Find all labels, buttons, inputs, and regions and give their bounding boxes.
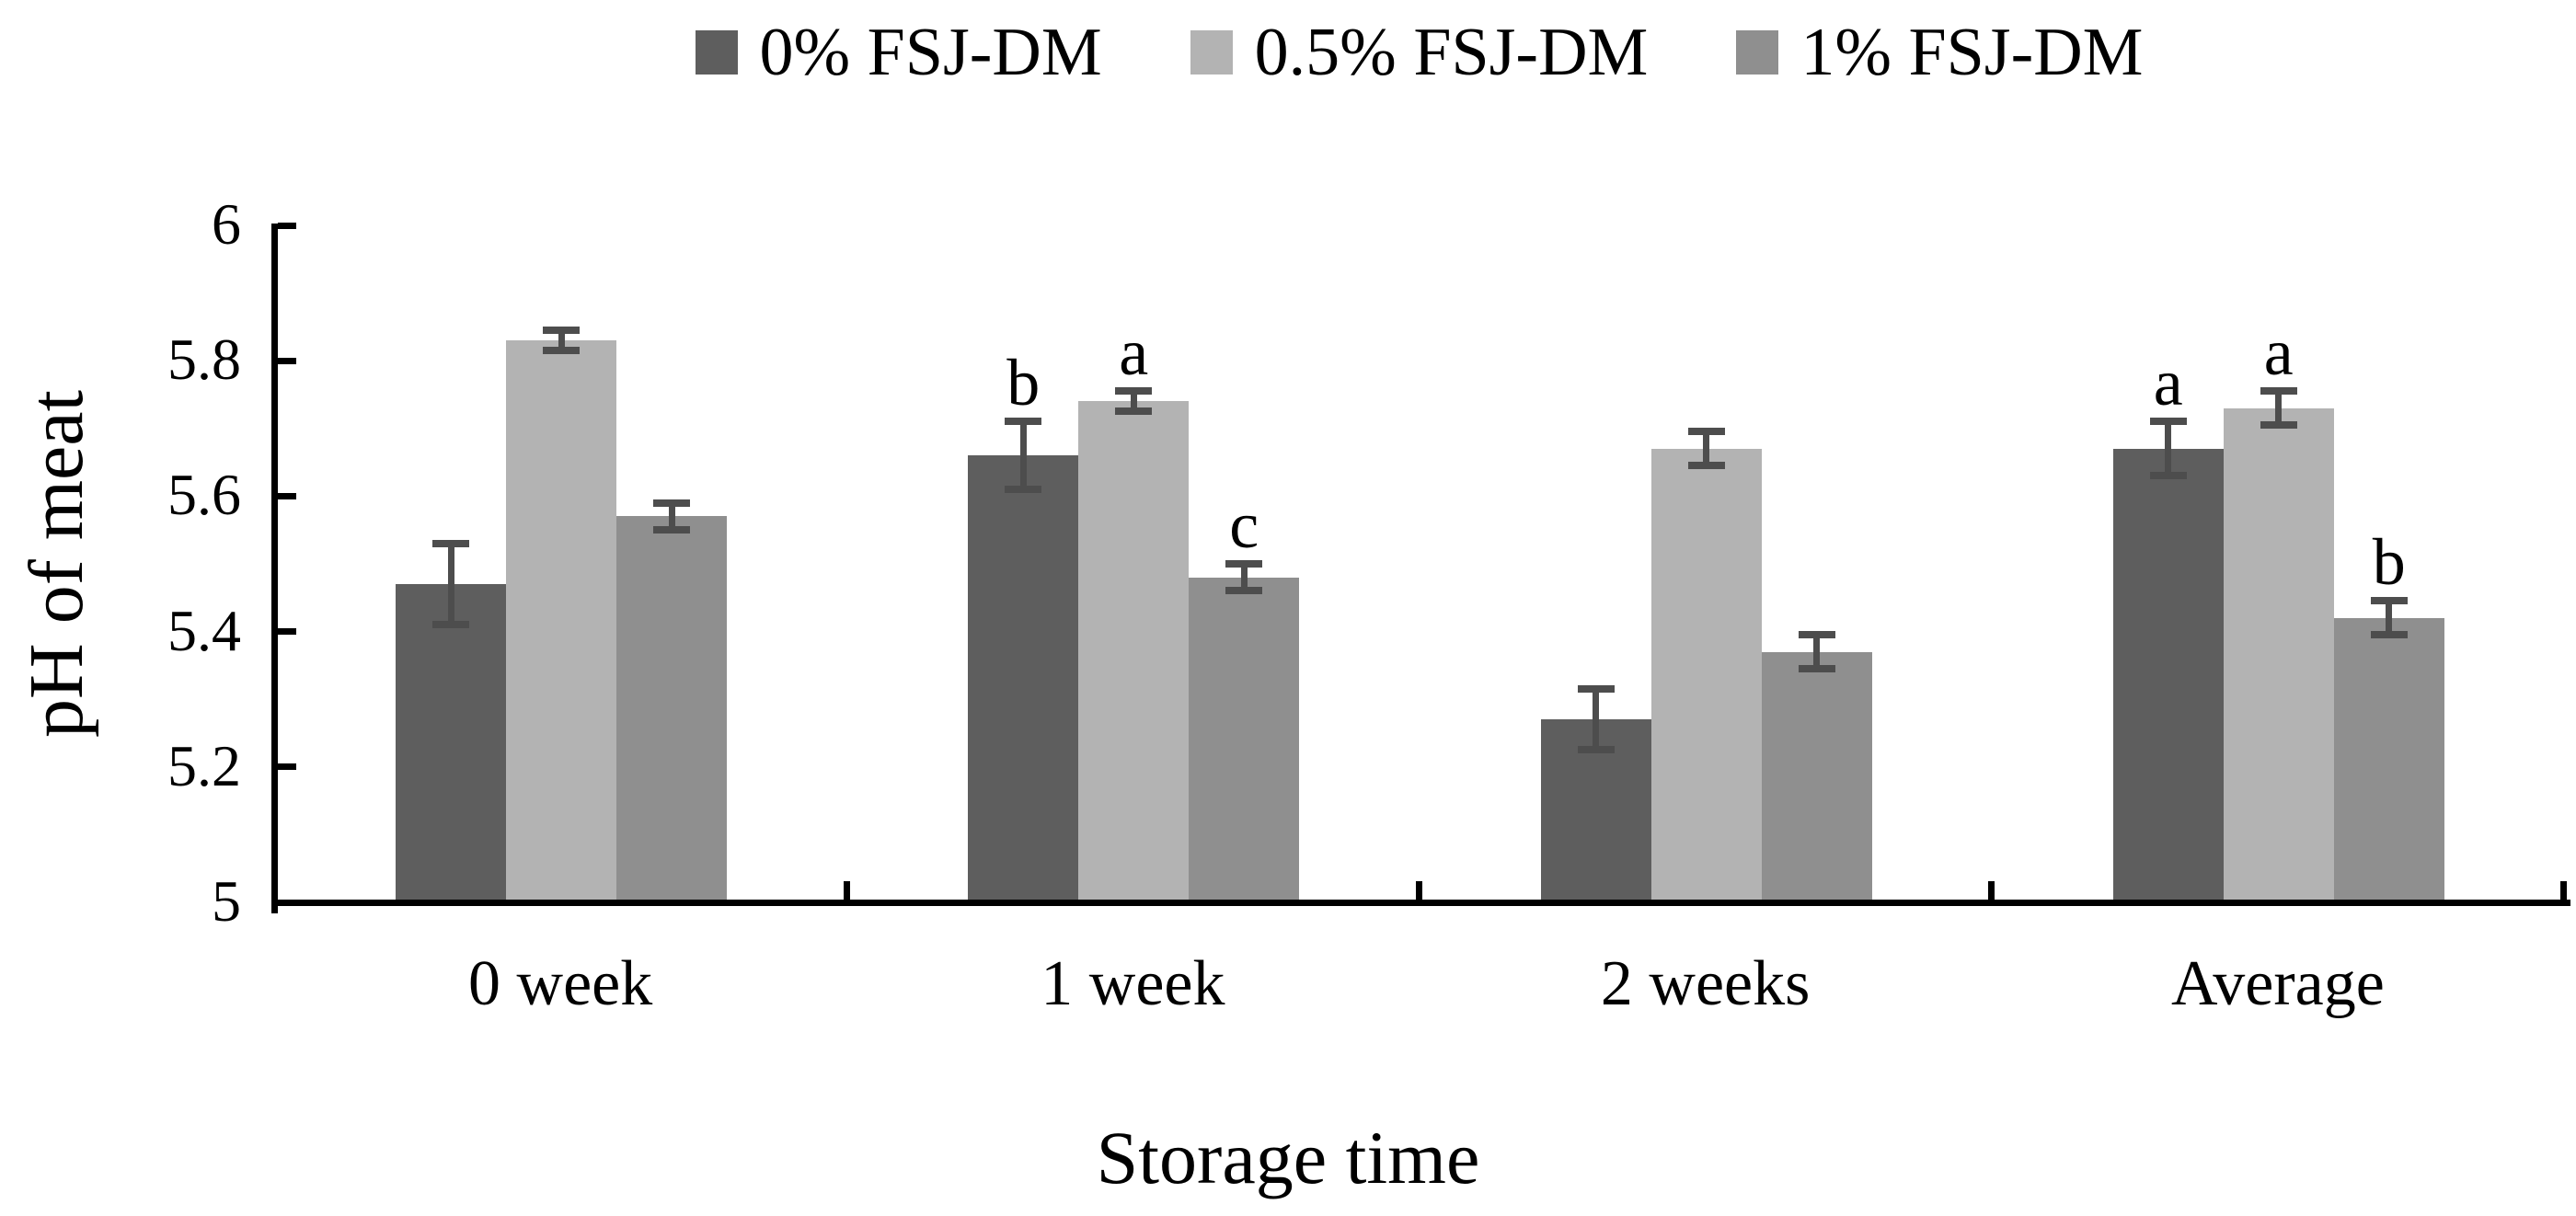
y-tick-5.6: [277, 492, 296, 499]
error-bar-line-1% FSJ-DM-2 weeks: [1813, 635, 1820, 670]
error-bar-cap-top-0.5% FSJ-DM-0 week: [543, 327, 580, 335]
bar-1% FSJ-DM-2 weeks: [1761, 651, 1872, 905]
sig-letter-0.5% FSJ-DM-Average: a: [2263, 315, 2294, 390]
y-tick-5.2: [277, 763, 296, 771]
y-tick-5.4: [277, 628, 296, 636]
bar-0.5% FSJ-DM-0 week: [506, 340, 616, 905]
x-tick-label-0 week: 0 week: [468, 948, 653, 1019]
error-bar-line-1% FSJ-DM-0 week: [668, 502, 675, 531]
sig-letter-0% FSJ-DM-Average: a: [2153, 346, 2183, 420]
error-bar-line-1% FSJ-DM-Average: [2386, 601, 2393, 636]
error-bar-cap-top-1% FSJ-DM-1 week: [1225, 560, 1263, 568]
error-bar-cap-bottom-0.5% FSJ-DM-2 weeks: [1687, 462, 1725, 470]
sig-letter-0% FSJ-DM-1 week: b: [1006, 346, 1041, 420]
error-bar-cap-top-0% FSJ-DM-Average: [2149, 418, 2187, 426]
sig-letter-1% FSJ-DM-1 week: c: [1229, 488, 1259, 562]
bar-0.5% FSJ-DM-Average: [2223, 407, 2334, 905]
x-tick-boundary-2: [1416, 880, 1422, 900]
bar-0% FSJ-DM-0 week: [396, 584, 506, 905]
error-bar-cap-top-0% FSJ-DM-2 weeks: [1577, 685, 1615, 694]
bar-0% FSJ-DM-1 week: [968, 455, 1079, 905]
bar-0.5% FSJ-DM-2 weeks: [1650, 448, 1762, 905]
legend-swatch-0.5% FSJ-DM: [1190, 30, 1233, 75]
y-axis-title: pH of meat: [14, 390, 99, 738]
error-bar-line-0.5% FSJ-DM-2 weeks: [1703, 431, 1709, 466]
error-bar-cap-top-0.5% FSJ-DM-1 week: [1115, 387, 1153, 396]
error-bar-cap-bottom-0% FSJ-DM-Average: [2149, 472, 2187, 480]
y-tick-label-5.6: 5.6: [167, 462, 241, 528]
error-bar-cap-top-1% FSJ-DM-2 weeks: [1798, 631, 1835, 639]
y-tick-label-6: 6: [212, 191, 241, 257]
error-bar-cap-bottom-1% FSJ-DM-0 week: [653, 526, 690, 534]
sig-letter-1% FSJ-DM-Average: b: [2372, 525, 2406, 600]
x-tick-label-1 week: 1 week: [1041, 948, 1225, 1019]
legend-item-0.5% FSJ-DM: 0.5% FSJ-DM: [1190, 15, 1649, 90]
legend-item-0% FSJ-DM: 0% FSJ-DM: [695, 15, 1102, 90]
error-bar-line-0% FSJ-DM-0 week: [447, 543, 454, 625]
sig-letter-0.5% FSJ-DM-1 week: a: [1119, 315, 1149, 390]
error-bar-cap-top-0.5% FSJ-DM-2 weeks: [1687, 428, 1725, 436]
y-tick-6: [277, 222, 296, 229]
x-tick-label-Average: Average: [2170, 948, 2385, 1019]
y-tick-label-5: 5: [212, 868, 241, 934]
error-bar-line-1% FSJ-DM-1 week: [1240, 564, 1248, 591]
error-bar-cap-bottom-0% FSJ-DM-0 week: [432, 621, 469, 629]
x-axis-title: Storage time: [1096, 1116, 1480, 1199]
x-tick-label-2 weeks: 2 weeks: [1600, 948, 1811, 1019]
error-bar-cap-top-1% FSJ-DM-0 week: [653, 499, 690, 507]
error-bar-cap-bottom-1% FSJ-DM-1 week: [1225, 587, 1263, 595]
legend-swatch-0% FSJ-DM: [695, 30, 738, 75]
error-bar-line-0% FSJ-DM-1 week: [1019, 421, 1027, 490]
y-tick-label-5.8: 5.8: [167, 327, 241, 393]
error-bar-cap-bottom-1% FSJ-DM-Average: [2370, 631, 2408, 639]
legend-item-1% FSJ-DM: 1% FSJ-DM: [1736, 18, 2143, 86]
error-bar-cap-top-1% FSJ-DM-Average: [2370, 597, 2408, 605]
error-bar-line-0% FSJ-DM-Average: [2165, 421, 2172, 476]
error-bar-cap-bottom-0.5% FSJ-DM-Average: [2260, 421, 2297, 430]
x-tick-axis-end: [2560, 880, 2567, 900]
y-tick-5.8: [277, 357, 296, 364]
y-tick-label-5.4: 5.4: [167, 597, 241, 663]
error-bar-cap-bottom-0.5% FSJ-DM-0 week: [543, 347, 580, 355]
legend-swatch-1% FSJ-DM: [1736, 30, 1779, 75]
error-bar-cap-bottom-1% FSJ-DM-2 weeks: [1798, 665, 1835, 673]
bar-1% FSJ-DM-0 week: [616, 516, 727, 905]
y-axis-line: [270, 224, 278, 913]
bar-0% FSJ-DM-Average: [2112, 448, 2224, 905]
error-bar-cap-top-0.5% FSJ-DM-Average: [2260, 387, 2297, 396]
legend-label-0% FSJ-DM: 0% FSJ-DM: [759, 15, 1102, 90]
x-tick-boundary-1: [843, 880, 850, 900]
error-bar-line-0% FSJ-DM-2 weeks: [1593, 689, 1599, 751]
error-bar-cap-top-0% FSJ-DM-0 week: [432, 539, 469, 547]
legend-label-1% FSJ-DM: 1% FSJ-DM: [1800, 15, 2144, 90]
y-tick-label-5.2: 5.2: [167, 732, 241, 798]
error-bar-cap-bottom-0% FSJ-DM-1 week: [1005, 486, 1042, 494]
chart-legend: 0% FSJ-DM 0.5% FSJ-DM 1% FSJ-DM: [274, 18, 2564, 86]
x-axis-line: [270, 899, 2570, 906]
error-bar-line-0.5% FSJ-DM-1 week: [1130, 391, 1137, 412]
x-tick-boundary-3: [1988, 880, 1995, 900]
bar-1% FSJ-DM-1 week: [1189, 577, 1300, 905]
error-bar-line-0.5% FSJ-DM-Average: [2275, 391, 2283, 426]
error-bar-cap-bottom-0% FSJ-DM-2 weeks: [1577, 746, 1615, 754]
error-bar-line-0.5% FSJ-DM-0 week: [558, 330, 565, 351]
error-bar-cap-top-0% FSJ-DM-1 week: [1005, 418, 1042, 426]
error-bar-cap-bottom-0.5% FSJ-DM-1 week: [1115, 407, 1153, 416]
bar-1% FSJ-DM-Average: [2333, 617, 2444, 905]
bar-0.5% FSJ-DM-1 week: [1078, 401, 1190, 905]
legend-label-0.5% FSJ-DM: 0.5% FSJ-DM: [1254, 15, 1649, 90]
